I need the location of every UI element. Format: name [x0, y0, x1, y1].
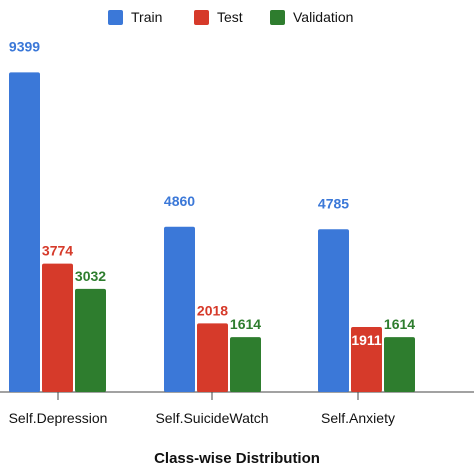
- legend-label-test: Test: [217, 9, 243, 25]
- x-axis-label: Class-wise Distribution: [154, 450, 320, 467]
- legend-label-train: Train: [131, 9, 163, 25]
- x-tick-label: Self.SuicideWatch: [155, 410, 268, 426]
- data-label: 9399: [9, 38, 40, 54]
- legend-item-validation: Validation: [270, 6, 353, 28]
- bar-train-self-depression: [9, 72, 40, 393]
- legend-swatch-train: [108, 9, 123, 25]
- legend-swatch-test: [194, 9, 209, 25]
- bar-test-self-anxiety: [351, 327, 382, 392]
- bar-test-self-depression: [42, 263, 73, 392]
- legend-item-test: Test: [194, 6, 243, 28]
- bar-train-self-suicidewatch: [164, 226, 195, 392]
- bar-train-self-anxiety: [318, 229, 349, 392]
- legend-swatch-validation: [270, 9, 285, 25]
- data-label: 1614: [230, 316, 261, 332]
- bar-test-self-suicidewatch: [197, 323, 228, 392]
- data-label: 1614: [384, 316, 415, 332]
- legend-item-train: Train: [108, 6, 162, 28]
- bar-validation-self-anxiety: [384, 337, 415, 392]
- data-label: 3032: [75, 268, 106, 284]
- data-label: 4785: [318, 195, 349, 211]
- bar-validation-self-suicidewatch: [230, 337, 261, 392]
- legend: Train Test Validation: [0, 6, 474, 28]
- x-tick-label: Self.Depression: [9, 410, 108, 426]
- data-label: 1911: [351, 332, 382, 348]
- bar-validation-self-depression: [75, 288, 106, 392]
- x-tick-label: Self.Anxiety: [321, 410, 395, 426]
- data-label: 3774: [42, 243, 73, 259]
- data-label: 4860: [164, 193, 195, 209]
- data-label: 2018: [197, 302, 228, 318]
- legend-label-validation: Validation: [293, 9, 354, 25]
